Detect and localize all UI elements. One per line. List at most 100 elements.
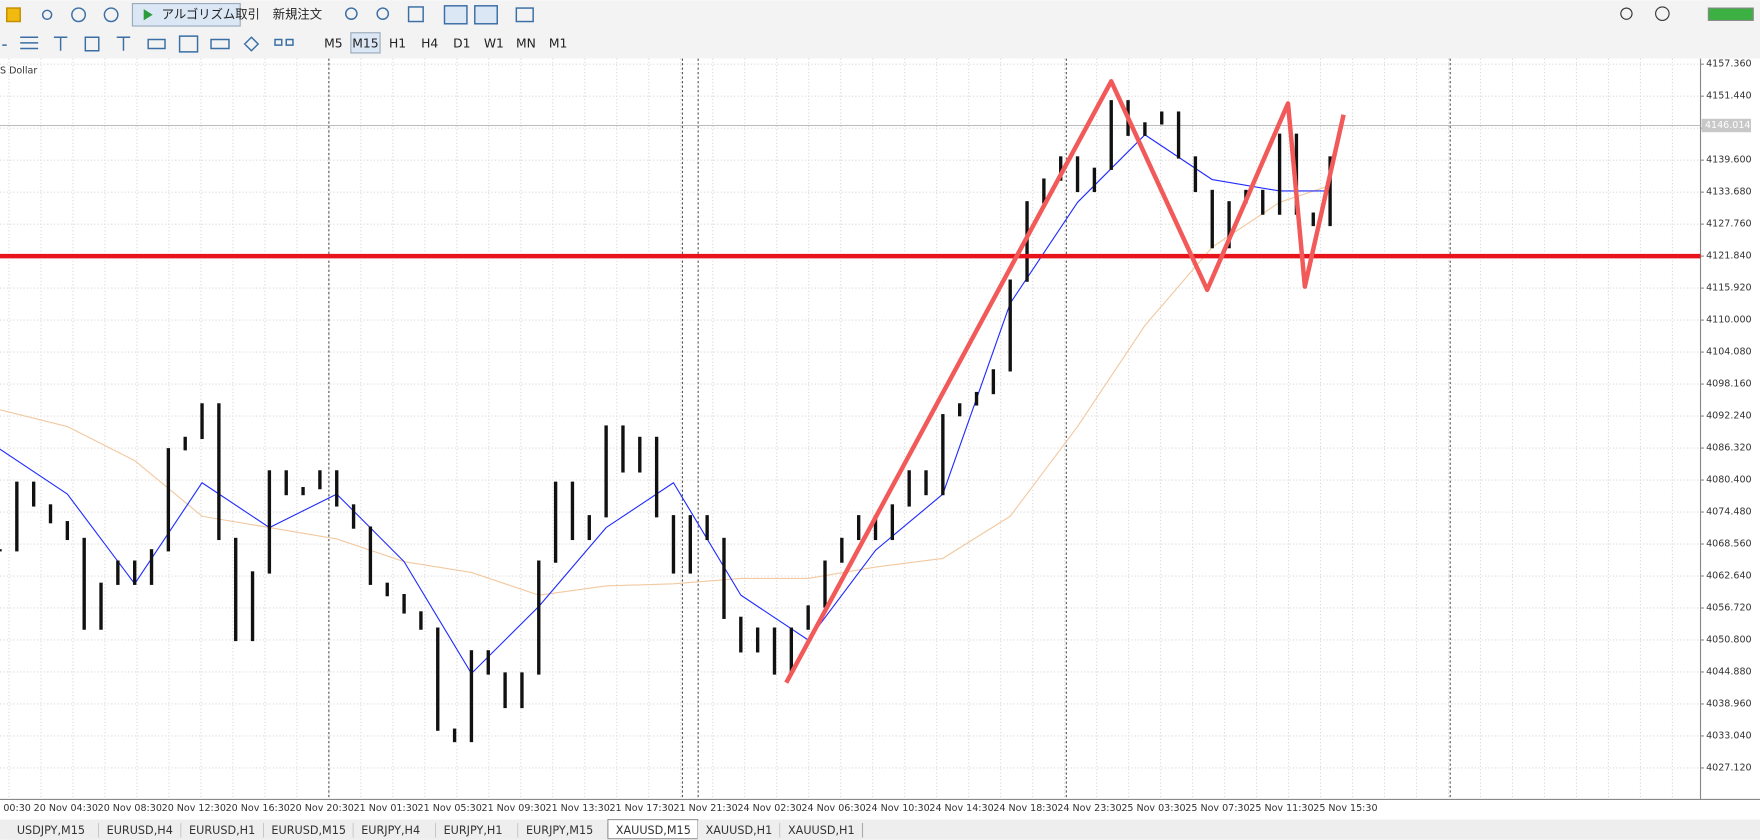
price-tick-label: 4110.000 (1706, 315, 1751, 326)
candle (1193, 156, 1198, 193)
candle (789, 627, 794, 675)
tab-label[interactable]: EURJPY,H4 (361, 824, 420, 837)
candle (654, 436, 659, 518)
candle (806, 605, 810, 630)
current-price-box (1701, 118, 1752, 133)
timeframe-button[interactable]: W1 (484, 36, 504, 50)
tab[interactable] (263, 820, 354, 840)
time-label: 25 Nov 03:30 (1121, 803, 1185, 814)
ma_slow (0, 185, 1331, 596)
algo-button[interactable] (131, 3, 241, 27)
timeframe-button[interactable]: M5 (324, 36, 342, 50)
timeframe-button[interactable]: M1 (549, 36, 567, 50)
price-tick-label: 4062.640 (1706, 571, 1751, 582)
tab[interactable] (697, 820, 781, 840)
tab[interactable] (353, 820, 436, 840)
tab[interactable] (780, 820, 863, 840)
algo-button-label[interactable]: アルゴリズム取引 (162, 6, 260, 21)
time-label: 20 Nov 04:30 (34, 803, 98, 814)
time-label: 20 Nov 08:30 (98, 803, 162, 814)
candle (1227, 201, 1231, 249)
tab-label[interactable]: EURUSD,H1 (189, 824, 255, 837)
candle (436, 627, 440, 731)
time-label: 25 Nov 11:30 (1249, 803, 1313, 814)
tab-label[interactable]: USDJPY,M15 (17, 824, 85, 837)
candle (1210, 189, 1214, 249)
tab-label[interactable]: XAUUSD,H1 (706, 824, 773, 837)
timeframe-button[interactable]: H4 (421, 36, 438, 50)
candle (301, 487, 305, 496)
candle (823, 560, 827, 608)
price-tick-label: 4080.400 (1706, 475, 1751, 486)
tab-label[interactable]: XAUUSD,M15 (616, 824, 691, 837)
candle (621, 425, 625, 473)
tab[interactable] (8, 820, 99, 840)
price-tick-label: 4139.600 (1706, 155, 1751, 166)
candle (856, 515, 861, 541)
candle (840, 537, 844, 563)
candle (722, 537, 726, 619)
candle (991, 369, 996, 395)
candle (739, 616, 743, 653)
candle (1092, 167, 1097, 193)
candle (200, 403, 204, 440)
tab-label[interactable]: EURUSD,H4 (107, 824, 173, 837)
timeframe-button[interactable]: M15 (352, 36, 378, 50)
tab-label[interactable]: EURUSD,M15 (271, 824, 346, 837)
candle (520, 672, 524, 709)
candle (1160, 111, 1164, 125)
candle (82, 537, 86, 630)
tab[interactable] (181, 820, 264, 840)
candle (1042, 178, 1046, 204)
time-label: 20 Nov 20:30 (290, 803, 354, 814)
price-tick-label: 4033.040 (1706, 730, 1751, 741)
toolbar-icons (2, 5, 534, 53)
time-label: 00:30 (3, 803, 30, 814)
candle (351, 504, 356, 529)
candle (974, 391, 979, 406)
timeframe-button[interactable]: D1 (453, 36, 470, 50)
timeframe-button[interactable]: H1 (389, 36, 406, 50)
tab-label[interactable]: EURJPY,M15 (526, 824, 593, 837)
candle (1311, 212, 1315, 227)
candle (604, 425, 608, 518)
price-tick-label: 4092.240 (1706, 411, 1751, 422)
price-tick-label: 4074.480 (1706, 507, 1751, 518)
price-tick-label: 4133.680 (1706, 187, 1751, 198)
candle (1176, 111, 1181, 159)
tab-label[interactable]: XAUUSD,H1 (788, 824, 855, 837)
price-tick-label: 4157.360 (1706, 59, 1751, 70)
candle (368, 526, 373, 585)
plot: 4157.3604151.4404145.5204139.6004133.680… (0, 59, 1752, 814)
right-icons (1620, 6, 1754, 21)
price-tick-label: 4027.120 (1706, 762, 1751, 773)
price-tick-label: 4056.720 (1706, 602, 1751, 613)
candle (907, 470, 911, 507)
tab[interactable] (98, 820, 182, 840)
tab[interactable] (518, 820, 608, 840)
candle (452, 728, 457, 743)
chart-area (0, 58, 1760, 800)
tab[interactable] (435, 820, 519, 840)
candle (1075, 156, 1080, 193)
vertical-grid (8, 58, 1674, 800)
candle (469, 650, 474, 743)
candle (553, 481, 558, 563)
timeframe-button[interactable]: MN (516, 36, 536, 50)
toolbar-bg (0, 0, 1760, 59)
candle (1143, 122, 1147, 136)
candle (65, 521, 70, 541)
time-label: 25 Nov 07:30 (1185, 803, 1249, 814)
candle (671, 515, 676, 574)
candle (1277, 133, 1282, 215)
new-order-label[interactable]: 新規注文 (273, 6, 322, 21)
candle (419, 611, 423, 630)
timeframe-active-bg (350, 32, 381, 54)
tab-label[interactable]: EURJPY,H1 (444, 824, 503, 837)
candle (116, 560, 120, 585)
candle (385, 582, 389, 597)
candle (402, 594, 406, 614)
price-tick-label: 4151.440 (1706, 91, 1751, 102)
candle (755, 627, 760, 653)
